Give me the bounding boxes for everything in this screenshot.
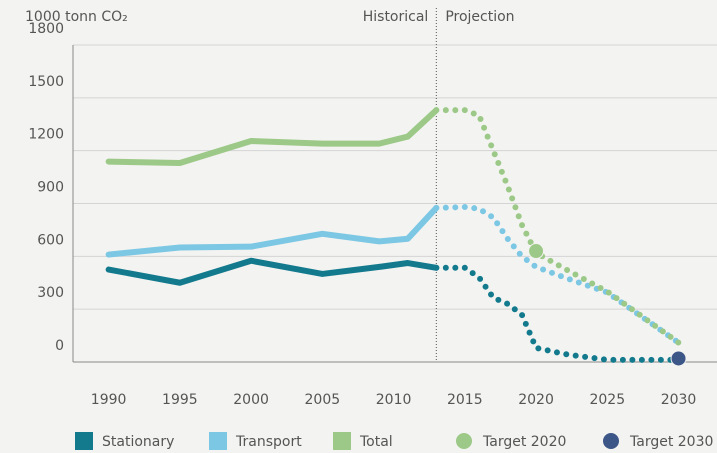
x-tick-label: 2000 <box>233 392 269 408</box>
legend-label: Stationary <box>102 434 174 450</box>
legend-label: Target 2020 <box>482 434 566 450</box>
x-tick-label: 2030 <box>661 392 697 408</box>
target-point <box>528 243 545 260</box>
projection-line <box>433 204 682 346</box>
historical-line <box>105 107 440 166</box>
legend-swatch <box>603 433 619 449</box>
y-tick-label: 600 <box>37 232 64 248</box>
y-tick-label: 0 <box>55 338 64 354</box>
legend-swatch <box>209 432 227 450</box>
x-tick-label: 2025 <box>589 392 625 408</box>
x-tick-label: 1990 <box>91 392 127 408</box>
x-tick-label: 2010 <box>376 392 412 408</box>
legend-swatch <box>75 432 93 450</box>
annotation: Projection <box>445 9 514 25</box>
x-tick-label: 2005 <box>305 392 341 408</box>
y-tick-label: 1500 <box>28 74 64 90</box>
projection-line <box>433 264 682 363</box>
x-tick-label: 1995 <box>162 392 198 408</box>
legend-label: Total <box>359 434 393 450</box>
legend-swatch <box>333 432 351 450</box>
y-axis-label: 1000 tonn CO₂ <box>25 9 128 25</box>
projection-line <box>433 107 682 346</box>
x-tick-label: 2015 <box>447 392 483 408</box>
y-tick-label: 1200 <box>28 127 64 143</box>
y-tick-label: 300 <box>37 285 64 301</box>
annotation: Historical <box>363 9 429 25</box>
legend-label: Target 2030 <box>629 434 713 450</box>
x-tick-label: 2020 <box>518 392 554 408</box>
target-point <box>670 350 687 367</box>
y-tick-label: 900 <box>37 180 64 196</box>
historical-line <box>105 204 440 258</box>
legend-swatch <box>456 433 472 449</box>
legend-label: Transport <box>235 434 302 450</box>
y-tick-label: 1800 <box>28 21 64 37</box>
historical-line <box>105 257 440 286</box>
